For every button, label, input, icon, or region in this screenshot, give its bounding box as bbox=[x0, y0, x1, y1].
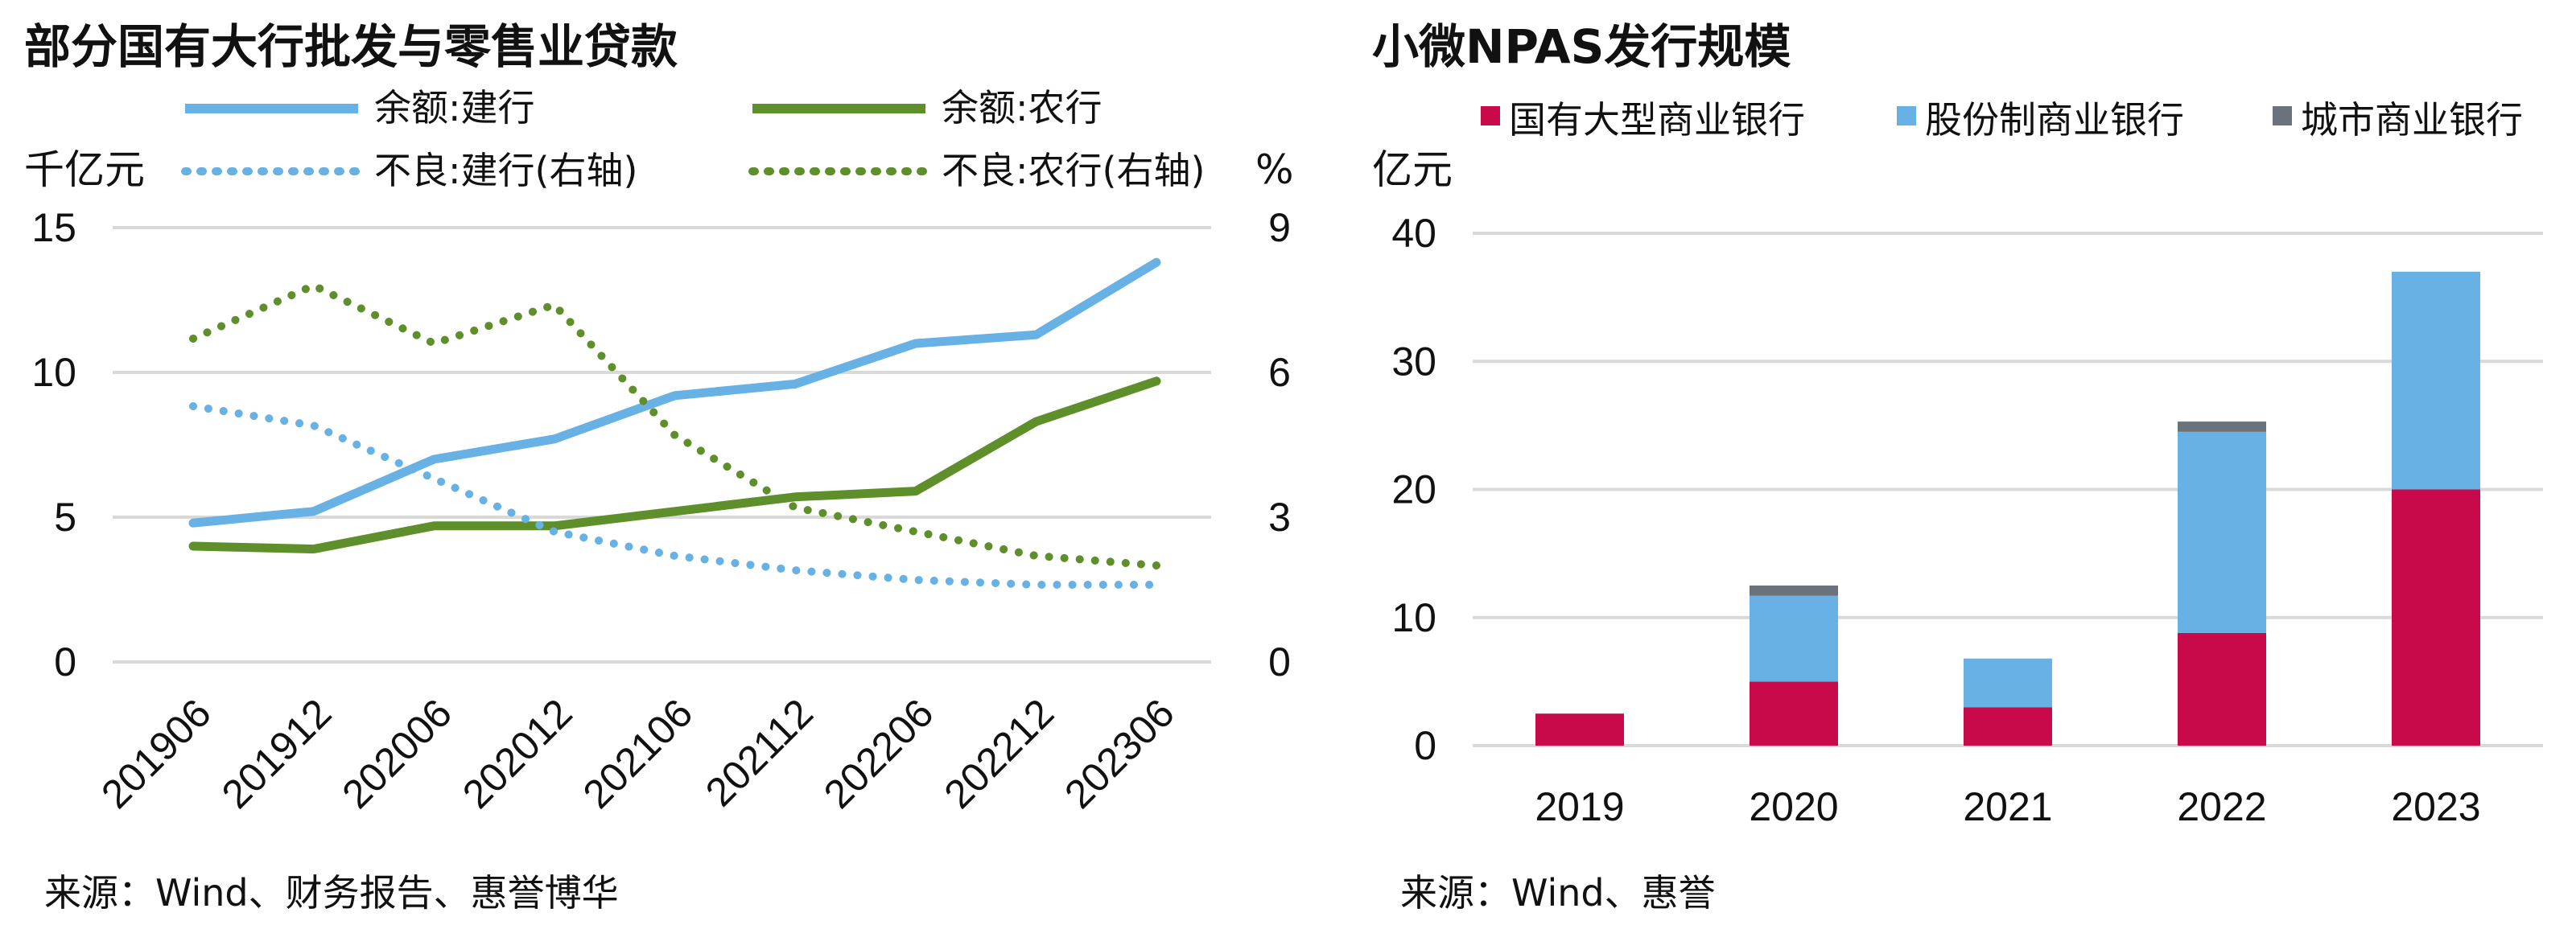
x-tick-label: 202006 bbox=[333, 690, 460, 817]
legend-swatch-city-banks bbox=[2273, 106, 2292, 125]
y-right-tick-label: 9 bbox=[1268, 205, 1291, 250]
bar-segment-2020-2 bbox=[1750, 595, 1838, 682]
line-series-group bbox=[188, 257, 1161, 589]
bar-y-axis-ticks: 0 10 20 30 40 bbox=[1391, 211, 1436, 768]
x-tick-label: 202012 bbox=[454, 690, 581, 817]
legend-label-ccb-npl: 不良:建行(右轴) bbox=[374, 149, 637, 192]
legend-swatch-joint-stock-banks bbox=[1897, 106, 1916, 125]
y-right-tick-label: 0 bbox=[1268, 639, 1291, 684]
bar-segment-2022-3 bbox=[2178, 421, 2266, 432]
x-tick-label: 202212 bbox=[936, 690, 1063, 817]
left-legend: 余额:建行 余额:农行 不良:建行(右轴) 不良:农行(右轴) bbox=[181, 86, 1205, 192]
bar-chart-gridlines bbox=[1473, 232, 2543, 747]
y-tick-label: 20 bbox=[1391, 467, 1436, 512]
series-line-3 bbox=[189, 402, 1160, 589]
x-tick-label: 2020 bbox=[1749, 784, 1838, 829]
x-tick-label: 202106 bbox=[575, 690, 702, 817]
x-tick-label: 2022 bbox=[2177, 784, 2266, 829]
legend-label-joint-stock-banks: 股份制商业银行 bbox=[1925, 98, 2184, 142]
series-line-1 bbox=[188, 257, 1161, 528]
bar-chart-panel: 小微NPAS发行规模 国有大型商业银行 股份制商业银行 城市商业银行 亿元 0 1… bbox=[1372, 19, 2543, 915]
legend-label-abc-npl: 不良:农行(右轴) bbox=[942, 149, 1205, 192]
line-chart-panel: 部分国有大行批发与零售业贷款 余额:建行 余额:农行 不良:建行(右轴) 不良:… bbox=[24, 19, 1294, 915]
bar-segment-2021-2 bbox=[1964, 658, 2052, 708]
bar-segment-2020-3 bbox=[1750, 585, 1838, 596]
bar-segment-2022-1 bbox=[2178, 632, 2266, 746]
legend-label-abc-balance: 余额:农行 bbox=[942, 86, 1103, 130]
bar-axis-unit: 亿元 bbox=[1372, 146, 1453, 193]
left-chart-title: 部分国有大行批发与零售业贷款 bbox=[24, 19, 678, 74]
x-tick-label: 2019 bbox=[1535, 784, 1624, 829]
left-axis-unit: 千亿元 bbox=[24, 146, 145, 193]
right-chart-title: 小微NPAS发行规模 bbox=[1372, 19, 1791, 74]
legend-swatch-state-banks bbox=[1481, 106, 1500, 125]
bar-segment-2021-1 bbox=[1964, 707, 2052, 746]
legend-label-state-banks: 国有大型商业银行 bbox=[1509, 98, 1805, 142]
left-source-note: 来源：Wind、财务报告、惠誉博华 bbox=[44, 871, 619, 915]
bar-segment-2020-1 bbox=[1750, 681, 1838, 746]
y-tick-label: 0 bbox=[1414, 723, 1436, 768]
y-left-tick-label: 10 bbox=[31, 350, 76, 395]
right-axis-unit: % bbox=[1255, 146, 1294, 193]
bar-x-axis-ticks: 2019 2020 2021 2022 2023 bbox=[1535, 784, 2480, 829]
x-tick-label: 201906 bbox=[93, 690, 220, 817]
y-tick-label: 40 bbox=[1391, 211, 1436, 256]
left-x-axis-ticks: 2019062019122020062020122021062021122022… bbox=[93, 690, 1183, 817]
y-left-tick-label: 15 bbox=[31, 205, 76, 250]
bar-segment-2022-2 bbox=[2178, 431, 2266, 633]
legend-label-city-banks: 城市商业银行 bbox=[2301, 98, 2523, 142]
x-tick-label: 202306 bbox=[1056, 690, 1183, 817]
legend-label-ccb-balance: 余额:建行 bbox=[374, 86, 535, 130]
y-tick-label: 10 bbox=[1391, 595, 1436, 640]
x-tick-label: 202112 bbox=[697, 690, 822, 815]
left-chart-gridlines bbox=[113, 226, 1211, 664]
y-right-tick-label: 3 bbox=[1268, 495, 1291, 540]
bar-segments-group bbox=[1535, 271, 2480, 746]
y-tick-label: 30 bbox=[1391, 339, 1436, 384]
x-tick-label: 2021 bbox=[1963, 784, 2052, 829]
bar-segment-2023-2 bbox=[2392, 271, 2480, 490]
x-tick-label: 2023 bbox=[2391, 784, 2480, 829]
right-y-axis-ticks: 0 3 6 9 bbox=[1268, 205, 1291, 684]
bar-segment-2019-1 bbox=[1535, 713, 1624, 746]
series-line-4 bbox=[189, 282, 1160, 569]
bar-segment-2023-1 bbox=[2392, 489, 2480, 746]
left-y-axis-ticks: 0 5 10 15 bbox=[31, 205, 76, 684]
x-tick-label: 202206 bbox=[815, 690, 942, 817]
y-left-tick-label: 5 bbox=[54, 495, 76, 540]
series-line-2 bbox=[188, 376, 1161, 554]
y-right-tick-label: 6 bbox=[1268, 350, 1291, 395]
right-legend: 国有大型商业银行 股份制商业银行 城市商业银行 bbox=[1481, 98, 2523, 142]
y-left-tick-label: 0 bbox=[54, 639, 76, 684]
x-tick-label: 201912 bbox=[213, 690, 340, 817]
right-source-note: 来源：Wind、惠誉 bbox=[1400, 871, 1716, 915]
